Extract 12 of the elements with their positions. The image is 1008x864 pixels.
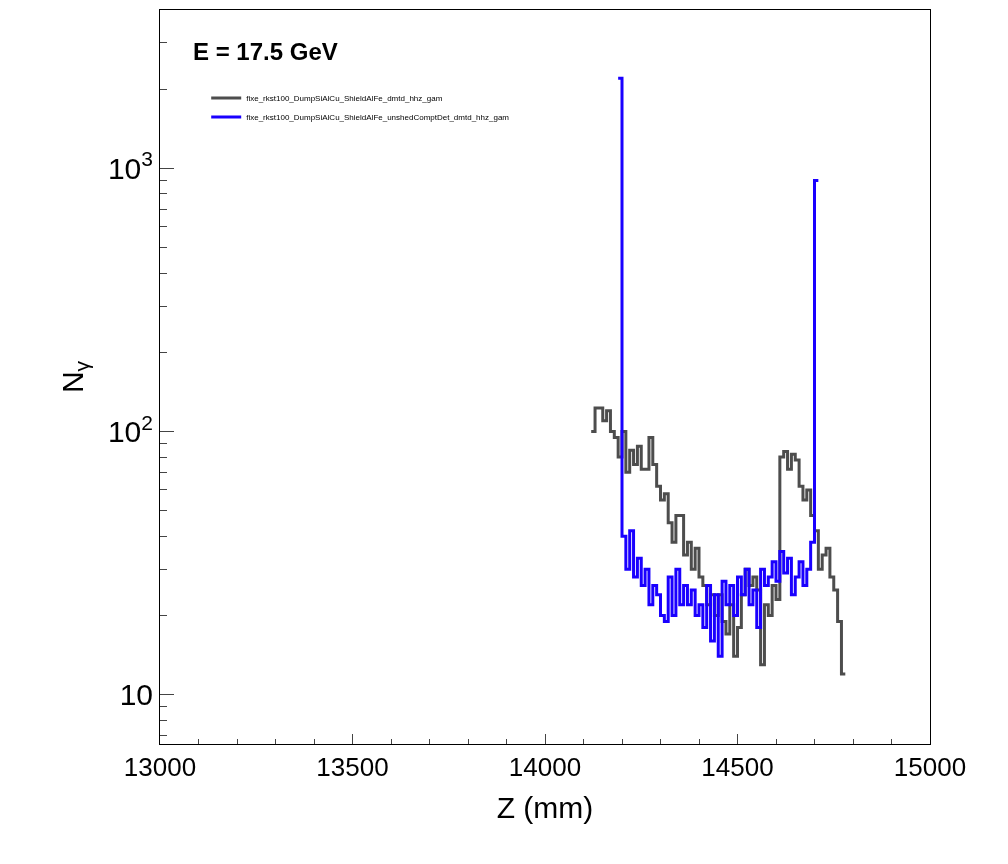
x-tick-label: 13000 [123,752,197,783]
y-tick-label: 10$^{2}$ [107,410,153,449]
y-tick-label: 10 [119,678,153,712]
x-tick-label: 13500 [316,752,389,783]
x-axis-title: Z (mm) [496,790,594,824]
x-tick-label: 14000 [508,752,582,783]
annotation: E = 17.5 GeV [193,38,338,65]
y-tick-label: 10$^{3}$ [107,147,153,185]
x-tick-label: 15000 [893,752,967,783]
legend-label: fixe_rkst100_DumpSiAlCu_ShieldAlFe_dmtd_hhz_gam [246,94,443,104]
legend-label: fixe_rkst100_DumpSiAlCu_ShieldAlFe_unshedComptDet_dmtd_hhz_gam [246,113,510,123]
x-tick-label: 14500 [701,752,774,783]
